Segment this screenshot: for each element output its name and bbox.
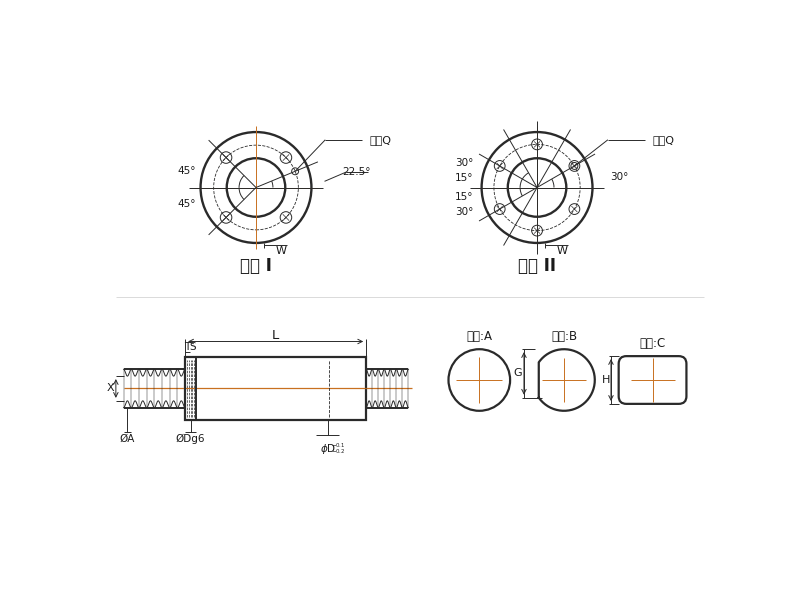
Text: T: T xyxy=(185,342,190,352)
Text: 30°: 30° xyxy=(454,158,473,168)
Text: L: L xyxy=(272,329,279,342)
Text: $\phi$D: $\phi$D xyxy=(319,442,336,455)
Text: 30°: 30° xyxy=(610,172,629,182)
Text: 45°: 45° xyxy=(178,166,196,176)
Text: 法兰:B: 法兰:B xyxy=(551,331,577,343)
Text: G: G xyxy=(514,368,522,379)
Text: ØDg6: ØDg6 xyxy=(176,433,206,443)
Text: 15°: 15° xyxy=(454,192,473,202)
Text: X: X xyxy=(106,383,114,394)
Text: 法兰:A: 法兰:A xyxy=(466,331,492,343)
Text: 法兰:C: 法兰:C xyxy=(639,337,666,350)
Text: $^{-0.1}_{-0.2}$: $^{-0.1}_{-0.2}$ xyxy=(330,442,346,457)
Text: 油孔Q: 油孔Q xyxy=(370,135,392,145)
Text: W: W xyxy=(275,245,286,256)
Text: 22.5°: 22.5° xyxy=(342,167,371,177)
Text: 45°: 45° xyxy=(178,199,196,209)
Text: ØA: ØA xyxy=(120,434,135,443)
Bar xyxy=(185,357,366,420)
Text: 油孔Q: 油孔Q xyxy=(652,135,674,145)
Text: 型式 II: 型式 II xyxy=(518,257,556,275)
Text: H: H xyxy=(602,375,610,385)
Text: W: W xyxy=(556,245,567,256)
Text: 15°: 15° xyxy=(454,173,473,183)
Text: 型式 I: 型式 I xyxy=(240,257,272,275)
Text: 30°: 30° xyxy=(454,207,473,217)
Bar xyxy=(185,357,196,420)
Text: S: S xyxy=(190,342,196,352)
